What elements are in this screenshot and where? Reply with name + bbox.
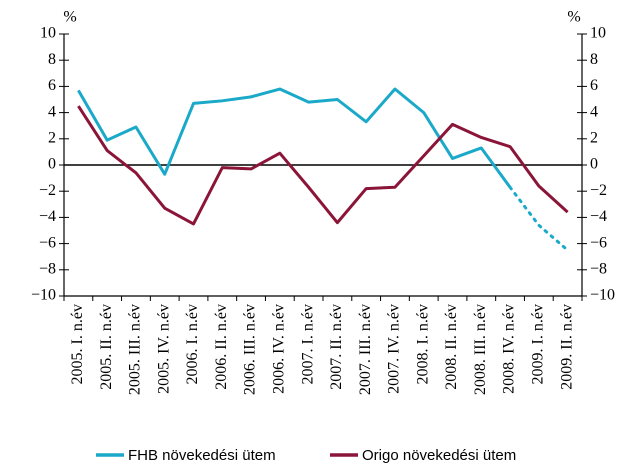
- y-tick-label: 0: [48, 156, 56, 173]
- y2-tick-label: 10: [590, 25, 606, 42]
- legend-label: FHB növekedési ütem: [128, 447, 276, 464]
- legend-label: Origo növekedési ütem: [362, 447, 516, 464]
- x-tick-label: 2007. III. n.év: [357, 304, 374, 395]
- x-tick-label: 2007. II. n.év: [328, 304, 345, 390]
- x-tick-label: 2005. II. n.év: [98, 304, 115, 390]
- y-tick-label: 8: [48, 51, 56, 68]
- x-tick-label: 2007. I. n.év: [299, 304, 316, 384]
- y-tick-label: 2: [48, 129, 56, 146]
- x-tick-label: 2005. I. n.év: [69, 304, 86, 384]
- y2-tick-label: −2: [590, 182, 607, 199]
- x-tick-label: 2005. IV. n.év: [155, 304, 172, 394]
- x-tick-label: 2005. III. n.év: [127, 304, 144, 395]
- x-tick-label: 2006. I. n.év: [184, 304, 201, 384]
- y2-tick-label: 2: [590, 129, 598, 146]
- series-line: [77, 105, 569, 226]
- y2-tick-label: −8: [590, 260, 607, 277]
- x-tick-label: 2009. I. n.év: [530, 304, 547, 384]
- series-line: [77, 87, 512, 189]
- x-tick-label: 2008. IV. n.év: [501, 304, 518, 394]
- x-tick-label: 2009. II. n.év: [558, 304, 575, 390]
- y-tick-label: −2: [39, 182, 56, 199]
- y2-tick-label: 8: [590, 51, 598, 68]
- y2-tick-label: −10: [590, 287, 615, 304]
- y-tick-label: 4: [48, 103, 56, 120]
- x-tick-label: 2008. I. n.év: [414, 304, 431, 384]
- y-unit: %: [63, 9, 76, 26]
- y-tick-label: 6: [48, 77, 56, 94]
- y2-tick-label: −6: [590, 234, 607, 251]
- y-tick-label: 10: [40, 25, 56, 42]
- x-tick-label: 2006. IV. n.év: [271, 304, 288, 394]
- y-tick-label: −4: [39, 208, 56, 225]
- x-tick-label: 2007. IV. n.év: [386, 304, 403, 394]
- y2-tick-label: −4: [590, 208, 607, 225]
- y-tick-label: −6: [39, 234, 56, 251]
- y-tick-label: −8: [39, 260, 56, 277]
- x-tick-label: 2006. III. n.év: [242, 304, 259, 395]
- series-line-forecast: [508, 185, 570, 252]
- y2-tick-label: 0: [590, 156, 598, 173]
- x-tick-label: 2008. III. n.év: [472, 304, 489, 395]
- y2-unit: %: [567, 9, 580, 26]
- x-tick-label: 2006. II. n.év: [213, 304, 230, 390]
- y2-tick-label: 4: [590, 103, 598, 120]
- y2-tick-label: 6: [590, 77, 598, 94]
- y-tick-label: −10: [31, 287, 56, 304]
- x-tick-label: 2008. II. n.év: [443, 304, 460, 390]
